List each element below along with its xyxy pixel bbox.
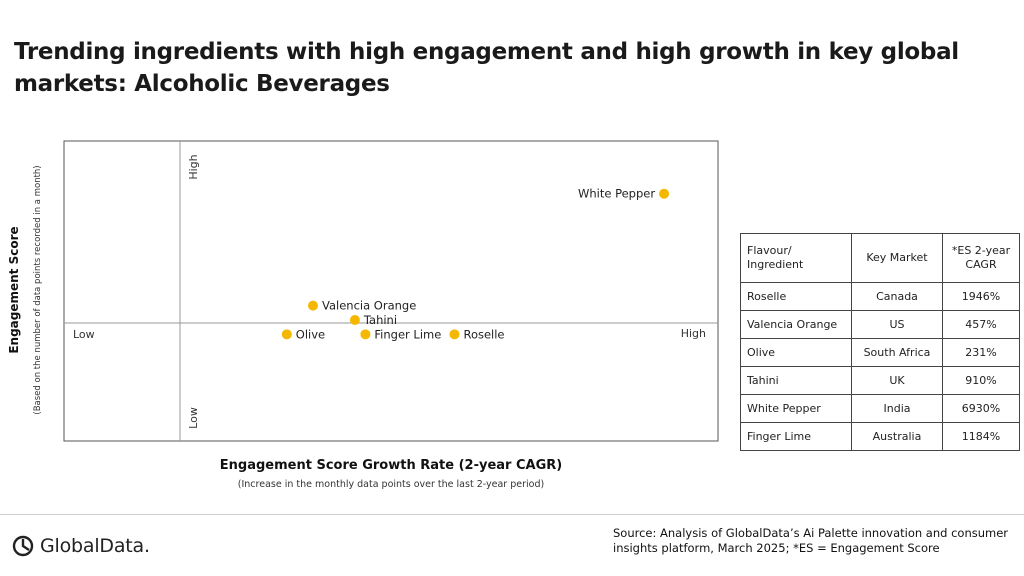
cell-cagr: 1184% (942, 422, 1020, 451)
cell-cagr: 457% (942, 310, 1020, 339)
data-point-label: Finger Lime (374, 327, 441, 341)
header-ingredient: Flavour/ Ingredient (740, 233, 852, 283)
cell-ingredient: Valencia Orange (740, 310, 852, 339)
data-point-label: Roselle (463, 327, 504, 341)
cell-market: US (851, 310, 943, 339)
y-axis-low-label: Low (187, 407, 200, 429)
y-axis-sublabel: (Based on the number of data points reco… (33, 165, 43, 414)
cell-cagr: 231% (942, 338, 1020, 367)
plot-frame (63, 140, 719, 442)
cell-market: Australia (851, 422, 943, 451)
footer-divider (0, 514, 1024, 515)
cell-market: India (851, 394, 943, 423)
cell-cagr: 1946% (942, 282, 1020, 311)
page-title: Trending ingredients with high engagemen… (14, 39, 959, 97)
table-row: Finger Lime Australia 1184% (740, 422, 1020, 451)
cell-ingredient: Roselle (740, 282, 852, 311)
cell-cagr: 6930% (942, 394, 1020, 423)
x-axis-high-label: High (681, 327, 706, 340)
data-point (308, 300, 318, 311)
header-cagr: *ES 2-year CAGR (942, 233, 1020, 283)
cell-ingredient: Tahini (740, 366, 852, 395)
data-point (360, 329, 371, 340)
x-axis-subtitle: (Increase in the monthly data points ove… (237, 479, 545, 490)
data-point-label: Olive (296, 327, 325, 341)
y-axis-label: Engagement Score (7, 226, 21, 353)
logo-text: GlobalData. (40, 535, 150, 557)
x-axis-low-label: Low (73, 328, 95, 341)
cell-ingredient: Finger Lime (740, 422, 852, 451)
cell-market: UK (851, 366, 943, 395)
table-row: White Pepper India 6930% (740, 394, 1020, 423)
table-row: Tahini UK 910% (740, 366, 1020, 395)
table-row: Roselle Canada 1946% (740, 282, 1020, 311)
data-point (449, 329, 460, 340)
cell-market: Canada (851, 282, 943, 311)
source-note: Source: Analysis of GlobalData’s Ai Pale… (613, 526, 1009, 555)
cell-market: South Africa (851, 338, 943, 367)
cell-ingredient: Olive (740, 338, 852, 367)
cell-cagr: 910% (942, 366, 1020, 395)
data-point-label: Valencia Orange (322, 299, 416, 313)
data-point (659, 188, 670, 199)
scatter-chart: Low High High Low White Pepper Valencia Orang… (63, 140, 719, 442)
data-point-label: Tahini (363, 313, 397, 327)
y-axis-subtitle: (Based on the number of data points reco… (33, 165, 43, 414)
header-market: Key Market (851, 233, 943, 283)
table-row: Olive South Africa 231% (740, 338, 1020, 367)
data-point (349, 314, 360, 325)
data-point (281, 329, 292, 340)
y-axis-high-label: High (187, 154, 200, 179)
globaldata-logo-icon (12, 535, 34, 557)
x-axis-title: Engagement Score Growth Rate (2-year CAG… (219, 458, 563, 473)
globaldata-logo: GlobalData. (12, 532, 150, 560)
y-axis-title: Engagement Score (7, 226, 21, 353)
table-header-row: Flavour/ Ingredient Key Market *ES 2-yea… (740, 233, 1020, 283)
cell-ingredient: White Pepper (740, 394, 852, 423)
data-point-label: White Pepper (578, 187, 655, 201)
ingredient-table: Flavour/ Ingredient Key Market *ES 2-yea… (740, 233, 1020, 451)
table-row: Valencia Orange US 457% (740, 310, 1020, 339)
